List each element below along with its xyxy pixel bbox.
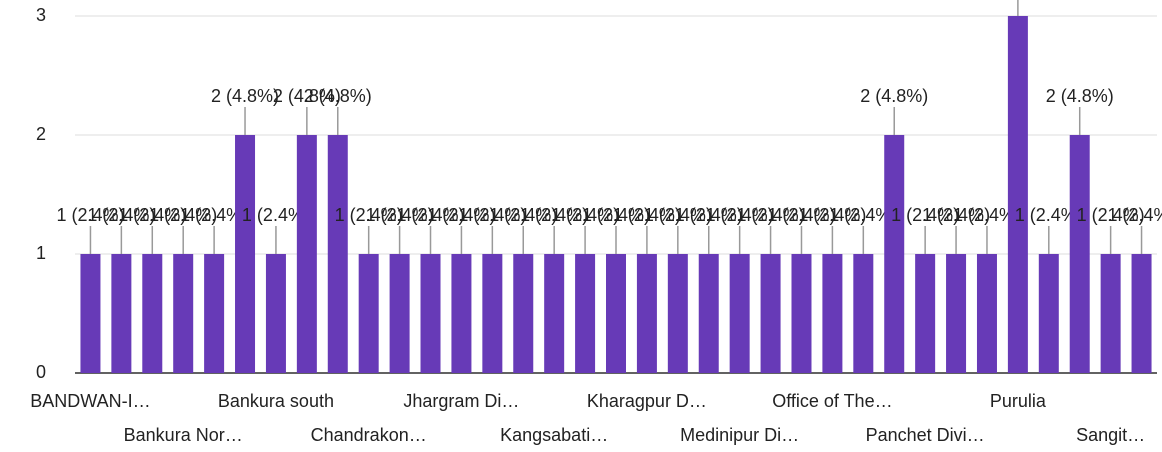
y-tick-label: 1 <box>36 243 46 263</box>
bar <box>204 254 225 373</box>
bar <box>327 135 348 373</box>
data-label: 1 (2.4%) <box>798 205 866 225</box>
data-label: 1 (2.4%) <box>56 205 124 225</box>
bar <box>791 254 812 373</box>
bar <box>296 135 317 373</box>
data-label: 1 (2.4%) <box>613 205 681 225</box>
y-tick-label: 2 <box>36 124 46 144</box>
y-tick-label: 3 <box>36 5 46 25</box>
bar <box>544 254 565 373</box>
data-label: 1 (2.4%) <box>427 205 495 225</box>
bar <box>265 254 286 373</box>
bar <box>1131 254 1152 373</box>
data-label: 1 (2.4%) <box>87 205 155 225</box>
data-label: 1 (2.4%) <box>551 205 619 225</box>
data-label: 1 (2.4%) <box>582 205 650 225</box>
data-label: 1 (2.4%) <box>520 205 588 225</box>
bar <box>822 254 843 373</box>
bar <box>173 254 194 373</box>
data-label: 1 (2.4%) <box>675 205 743 225</box>
data-label: 1 (2.4%) <box>489 205 557 225</box>
data-label: 1 (2.4%) <box>891 205 959 225</box>
bar <box>1038 254 1059 373</box>
data-label: 2 (4.8%) <box>1046 86 1114 106</box>
data-label: 1 (2.4%) <box>242 205 310 225</box>
bar <box>235 135 256 373</box>
bar <box>636 254 657 373</box>
x-tick-label: Bankura south <box>218 391 334 411</box>
data-label: 1 (2.4%) <box>922 205 990 225</box>
data-label: 1 (2.4%) <box>149 205 217 225</box>
bar <box>760 254 781 373</box>
data-label: 1 (2.4%) <box>335 205 403 225</box>
bar <box>884 135 905 373</box>
x-tick-label: Sangit… <box>1076 425 1145 445</box>
data-label: 1 (2.4%) <box>767 205 835 225</box>
bar <box>111 254 132 373</box>
bar <box>513 254 534 373</box>
x-tick-label: Office of The… <box>772 391 892 411</box>
data-label: 2 (4.8%) <box>211 86 279 106</box>
x-tick-label: Panchet Divi… <box>866 425 985 445</box>
bar <box>1069 135 1090 373</box>
data-label: 1 (2.4%) <box>706 205 774 225</box>
x-tick-label: Jhargram Di… <box>403 391 519 411</box>
data-label: 1 (2.4%) <box>396 205 464 225</box>
data-label: 1 (2.4%) <box>180 205 248 225</box>
bar <box>451 254 472 373</box>
x-tick-label: Kharagpur D… <box>587 391 707 411</box>
bar <box>1100 254 1121 373</box>
bar <box>667 254 688 373</box>
x-tick-label: Medinipur Di… <box>680 425 799 445</box>
bar <box>946 254 967 373</box>
data-label: 1 (2.4%) <box>953 205 1021 225</box>
bar <box>606 254 626 373</box>
data-label: 1 (2.4%) <box>118 205 186 225</box>
x-tick-label: Kangsabati… <box>500 425 608 445</box>
y-tick-label: 0 <box>36 362 46 382</box>
bar <box>482 254 503 373</box>
bar <box>420 254 441 373</box>
bar <box>142 254 163 373</box>
bar <box>853 254 874 373</box>
bar <box>389 254 410 373</box>
x-tick-label: BANDWAN-I… <box>30 391 150 411</box>
bar <box>698 254 719 373</box>
data-label: 1 (2.4%) <box>644 205 712 225</box>
data-label: 1 (2.4%) <box>737 205 805 225</box>
data-label: 2 (4.8%) <box>304 86 372 106</box>
data-label: 1 (2.4%) <box>1015 205 1083 225</box>
bar <box>1007 16 1028 373</box>
bar <box>729 254 750 373</box>
data-label: 1 (2.4%) <box>829 205 897 225</box>
data-label: 2 (4.8%) <box>273 86 341 106</box>
x-tick-label: Bankura Nor… <box>124 425 243 445</box>
data-label: 1 (2.4%) <box>1077 205 1145 225</box>
x-tick-label: Purulia <box>990 391 1047 411</box>
bar <box>915 254 936 373</box>
data-label: 2 (4.8%) <box>860 86 928 106</box>
data-label: 1 (2.4%) <box>458 205 526 225</box>
bar <box>976 254 997 373</box>
bar <box>358 254 379 373</box>
data-label: 1 (2.4%) <box>366 205 434 225</box>
bar <box>575 254 596 373</box>
x-tick-label: Chandrakon… <box>311 425 427 445</box>
data-label: 1 (2.4%) <box>1108 205 1162 225</box>
bar <box>80 254 101 373</box>
